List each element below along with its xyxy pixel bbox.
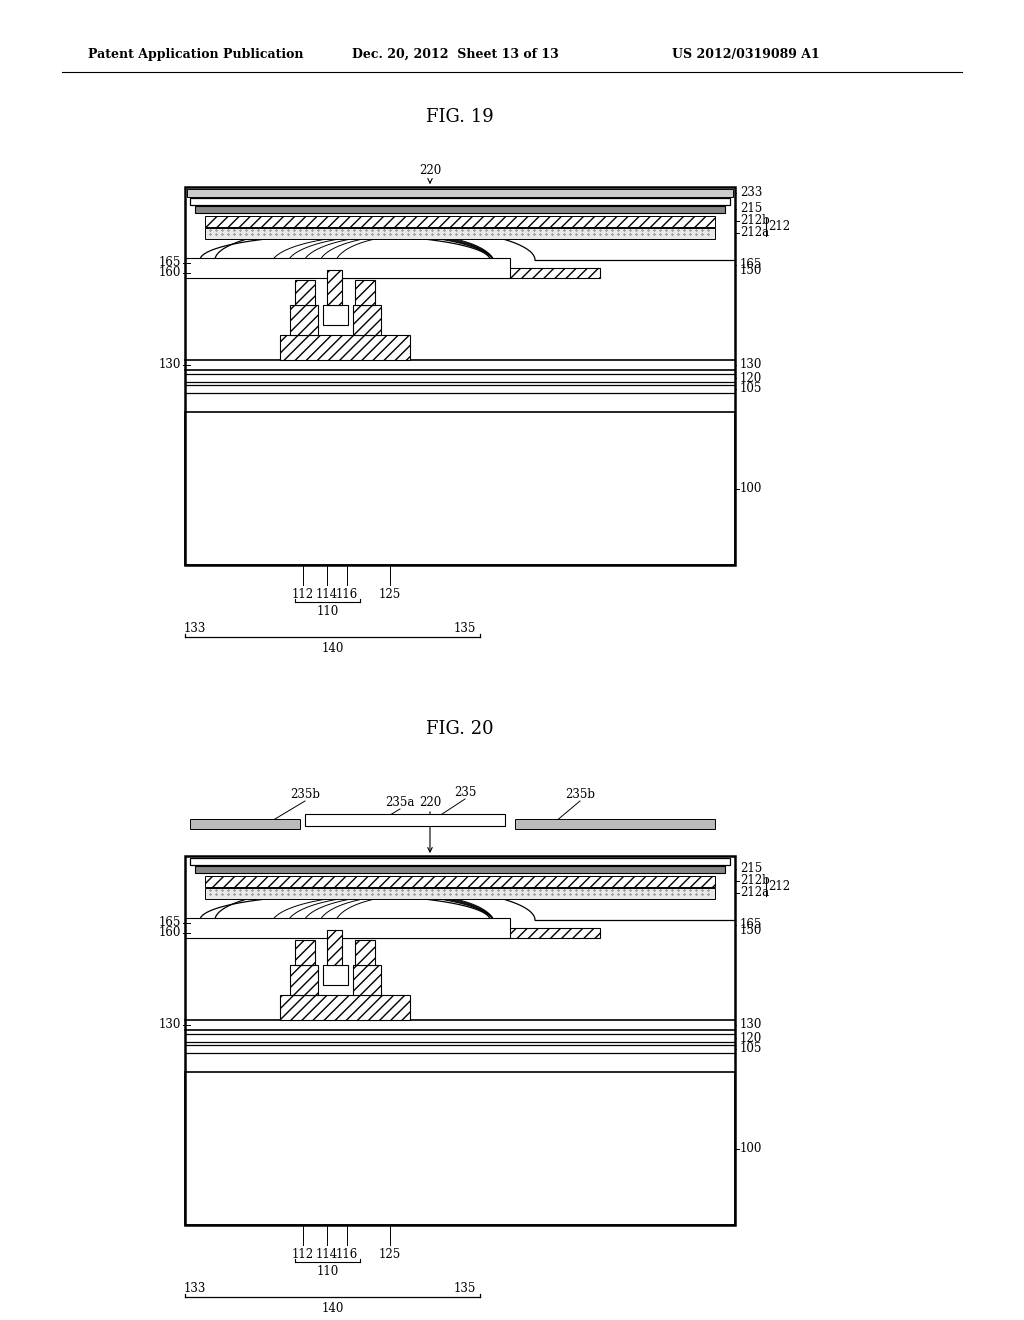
Bar xyxy=(185,855,735,1225)
Text: 112: 112 xyxy=(292,587,314,601)
Bar xyxy=(355,940,375,965)
Bar xyxy=(295,280,315,305)
Bar xyxy=(185,412,735,565)
Text: 130: 130 xyxy=(159,1019,181,1031)
Text: 215: 215 xyxy=(740,202,762,215)
Bar xyxy=(205,876,715,887)
Bar xyxy=(323,305,348,325)
Text: 235b: 235b xyxy=(565,788,595,801)
Bar xyxy=(327,931,342,965)
Text: 235a: 235a xyxy=(385,796,415,809)
Text: 165: 165 xyxy=(159,916,181,929)
Bar xyxy=(185,917,510,939)
Text: 135: 135 xyxy=(454,622,476,635)
Text: 120: 120 xyxy=(740,371,762,384)
Text: 114: 114 xyxy=(315,1247,338,1261)
Bar xyxy=(290,305,318,335)
Bar xyxy=(195,866,725,873)
Bar xyxy=(353,305,381,335)
Text: FIG. 20: FIG. 20 xyxy=(426,719,494,738)
Text: US 2012/0319089 A1: US 2012/0319089 A1 xyxy=(672,48,820,61)
Text: 133: 133 xyxy=(184,622,206,635)
Bar xyxy=(330,268,600,279)
Bar xyxy=(190,198,730,205)
Bar xyxy=(190,818,300,829)
Text: 165: 165 xyxy=(740,919,763,932)
Text: Patent Application Publication: Patent Application Publication xyxy=(88,48,303,61)
Text: 235: 235 xyxy=(454,785,476,799)
Bar xyxy=(185,187,735,565)
Text: 130: 130 xyxy=(159,359,181,371)
Bar xyxy=(515,818,715,829)
Bar xyxy=(327,271,342,305)
Text: 110: 110 xyxy=(316,1265,339,1278)
Text: 212a: 212a xyxy=(740,887,769,899)
Text: 135: 135 xyxy=(454,1282,476,1295)
Text: 220: 220 xyxy=(419,164,441,177)
Bar xyxy=(205,888,715,899)
Text: 165: 165 xyxy=(740,259,763,272)
Text: 100: 100 xyxy=(740,1142,763,1155)
Bar xyxy=(205,228,715,239)
Text: 112: 112 xyxy=(292,1247,314,1261)
Text: 150: 150 xyxy=(740,264,763,276)
Bar xyxy=(280,995,410,1020)
Text: 130: 130 xyxy=(740,359,763,371)
Text: 160: 160 xyxy=(159,267,181,280)
Bar xyxy=(355,280,375,305)
Text: 220: 220 xyxy=(419,796,441,809)
Bar xyxy=(280,335,410,360)
Bar xyxy=(185,1072,735,1225)
Text: 235b: 235b xyxy=(290,788,319,801)
Text: 125: 125 xyxy=(379,1247,401,1261)
Text: 116: 116 xyxy=(336,587,358,601)
Text: 105: 105 xyxy=(740,383,763,396)
Text: FIG. 19: FIG. 19 xyxy=(426,108,494,125)
Bar xyxy=(190,858,730,865)
Bar xyxy=(323,965,348,985)
Text: 120: 120 xyxy=(740,1031,762,1044)
Text: 116: 116 xyxy=(336,1247,358,1261)
Bar xyxy=(295,940,315,965)
Text: 130: 130 xyxy=(740,1019,763,1031)
Bar xyxy=(185,257,510,279)
Text: 125: 125 xyxy=(379,587,401,601)
Text: 233: 233 xyxy=(740,186,763,199)
Text: 100: 100 xyxy=(740,482,763,495)
Text: 110: 110 xyxy=(316,605,339,618)
Bar xyxy=(290,965,318,995)
Text: 140: 140 xyxy=(322,1302,344,1315)
Text: 140: 140 xyxy=(322,642,344,655)
Bar xyxy=(195,206,725,213)
Text: 160: 160 xyxy=(159,927,181,940)
Bar xyxy=(353,965,381,995)
Text: 114: 114 xyxy=(315,587,338,601)
Text: 212: 212 xyxy=(768,220,791,234)
Bar xyxy=(187,189,733,197)
Text: 212a: 212a xyxy=(740,227,769,239)
Text: 150: 150 xyxy=(740,924,763,936)
Text: 212: 212 xyxy=(768,880,791,894)
Text: 105: 105 xyxy=(740,1043,763,1056)
Text: 212b: 212b xyxy=(740,874,770,887)
Bar xyxy=(205,216,715,227)
Bar xyxy=(305,814,505,826)
Text: Dec. 20, 2012  Sheet 13 of 13: Dec. 20, 2012 Sheet 13 of 13 xyxy=(352,48,559,61)
Text: 165: 165 xyxy=(159,256,181,269)
Bar xyxy=(330,928,600,939)
Text: 133: 133 xyxy=(184,1282,206,1295)
Text: 215: 215 xyxy=(740,862,762,875)
Text: 212b: 212b xyxy=(740,214,770,227)
